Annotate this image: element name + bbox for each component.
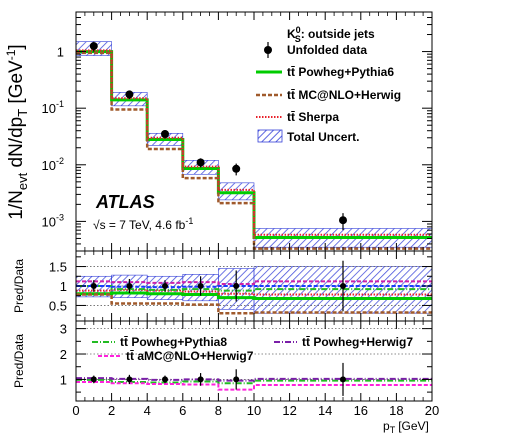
legend-data-marker bbox=[264, 46, 272, 54]
ratio2-data-point bbox=[126, 376, 133, 383]
x-tick-label: 0 bbox=[72, 403, 79, 418]
main-data-point bbox=[232, 164, 241, 173]
legend-sherpa-label: tt̄ Sherpa bbox=[287, 110, 339, 124]
ratio2-data-point bbox=[233, 376, 240, 383]
ratio1-data-point bbox=[340, 283, 346, 289]
ratio1-panel: 0.5 1 1.5 bbox=[49, 250, 433, 322]
ratio1-data-point bbox=[197, 283, 204, 289]
ratio2-series-line bbox=[76, 378, 432, 385]
ratio2-legend: tt̄ Powheg+Pythia8 tt̄ Powheg+Herwig7 tt… bbox=[92, 335, 413, 363]
ratio1-series-group bbox=[76, 280, 432, 315]
ratio2-data-point bbox=[90, 376, 97, 383]
legend-total-uncert-swatch bbox=[257, 129, 283, 143]
legend-total-uncert-label: Total Uncert. bbox=[287, 130, 359, 144]
ratio1-series-line bbox=[76, 285, 432, 289]
x-tick-label: 12 bbox=[282, 403, 296, 418]
legend-data-label: Unfolded data bbox=[287, 43, 367, 57]
main-y-tick-label: 10-2 bbox=[42, 156, 64, 173]
ratio2-series-line bbox=[76, 380, 432, 391]
x-axis: 0 2 4 6 8 10 12 14 16 18 20 bbox=[72, 403, 439, 418]
main-data-point bbox=[89, 42, 98, 51]
main-legend: K0 S: outside jets Unfolded data tt̄ Powh… bbox=[256, 25, 401, 144]
ratio2-series-group bbox=[76, 377, 432, 391]
legend-title: K0 S: outside jets bbox=[287, 25, 375, 44]
ratio1-y-tick-label: 0.5 bbox=[49, 298, 67, 313]
x-tick-label: 10 bbox=[247, 403, 261, 418]
main-series-group bbox=[76, 49, 432, 250]
main-series-line bbox=[76, 49, 432, 236]
ratio1-series-line bbox=[76, 291, 432, 300]
ratio2-data-point bbox=[197, 376, 204, 383]
ratio1-series-line bbox=[76, 293, 432, 315]
atlas-label: ATLAS bbox=[95, 192, 155, 212]
main-panel: 10-3 10-2 10-1 1 bbox=[42, 11, 433, 252]
ratio1-y-tick-label: 1 bbox=[60, 279, 67, 294]
main-y-tick-label: 10-1 bbox=[42, 99, 64, 116]
ratio1-series-line bbox=[76, 280, 432, 286]
main-data-point bbox=[125, 90, 134, 99]
ratio2-y-tick-label: 1 bbox=[60, 372, 67, 387]
x-tick-label: 16 bbox=[354, 403, 368, 418]
legend-mcatnlo-herwig-label: tt̄ MC@NLO+Herwig bbox=[287, 88, 401, 102]
main-data-point bbox=[339, 216, 347, 225]
ratio2-y-axis-label: Pred/Data bbox=[12, 334, 26, 388]
legend-powheg-pythia6-label: tt̄ Powheg+Pythia6 bbox=[287, 65, 394, 79]
x-tick-label: 4 bbox=[144, 403, 151, 418]
ratio2-data-point bbox=[340, 376, 346, 383]
legend-amcatnlo-herwig7-label: tt̄ aMC@NLO+Herwig7 bbox=[126, 349, 254, 363]
main-y-axis-label: 1/Nevt dN/dpT [GeV-1] bbox=[4, 44, 30, 219]
ratio1-data-point bbox=[233, 283, 240, 289]
main-data-point bbox=[196, 158, 205, 167]
ratio1-data-point bbox=[90, 283, 97, 289]
ratio2-series-line bbox=[76, 377, 432, 382]
x-tick-label: 8 bbox=[215, 403, 222, 418]
ratio1-y-axis-label: Pred/Data bbox=[12, 259, 26, 313]
legend-powheg-pythia8-label: tt̄ Powheg+Pythia8 bbox=[120, 335, 227, 349]
ratio2-y-tick-label: 2 bbox=[60, 347, 67, 362]
x-tick-label: 2 bbox=[108, 403, 115, 418]
ratio1-y-tick-label: 1.5 bbox=[49, 260, 67, 275]
ratio1-series-line bbox=[76, 285, 432, 292]
x-tick-label: 18 bbox=[389, 403, 403, 418]
x-tick-label: 14 bbox=[318, 403, 332, 418]
main-y-tick-label: 1 bbox=[57, 45, 64, 60]
main-data-point bbox=[161, 129, 169, 138]
ratio1-data-point bbox=[126, 283, 133, 289]
x-axis-label: pT [GeV] bbox=[383, 419, 429, 435]
ratio2-y-tick-label: 3 bbox=[60, 322, 67, 337]
x-tick-label: 6 bbox=[179, 403, 186, 418]
ratio2-panel: 1 2 3 bbox=[60, 320, 433, 402]
legend-powheg-herwig7-label: tt̄ Powheg+Herwig7 bbox=[302, 335, 413, 349]
main-y-tick-label: 10-3 bbox=[42, 212, 64, 229]
energy-lumi-label: √s = 7 TeV, 4.6 fb-1 bbox=[93, 216, 193, 232]
ratio1-data-point bbox=[162, 283, 168, 289]
x-tick-label: 20 bbox=[425, 403, 439, 418]
ratio2-data-point bbox=[162, 376, 168, 383]
